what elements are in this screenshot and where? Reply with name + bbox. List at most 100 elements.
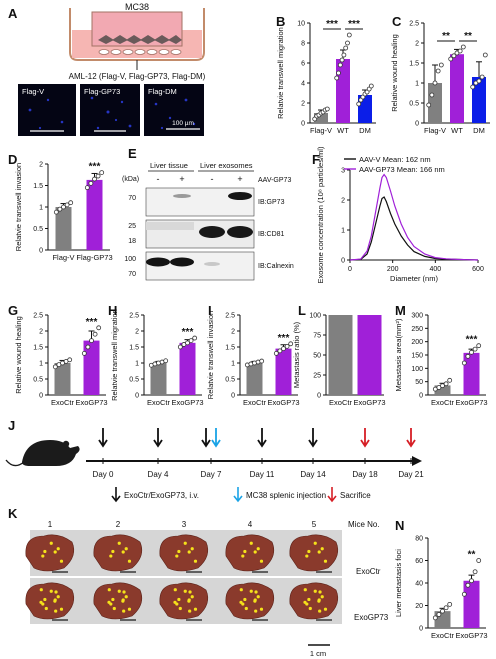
metastasis-marker bbox=[259, 559, 264, 563]
timeline-arrow-black bbox=[98, 428, 108, 448]
data-point bbox=[461, 360, 467, 366]
bar-exoctr bbox=[434, 385, 451, 395]
data-point bbox=[476, 558, 482, 563]
y-tick-label: 1.5 bbox=[225, 345, 235, 352]
bar-exogp73 bbox=[275, 348, 292, 395]
metastasis-marker bbox=[183, 589, 187, 593]
k-scale-bar-label: 1 cm bbox=[310, 649, 326, 658]
panel-letter-a: A bbox=[8, 6, 18, 21]
series-line-1 bbox=[349, 173, 479, 261]
data-point bbox=[356, 101, 362, 107]
y-tick-label: 50 bbox=[415, 379, 423, 386]
metastasis-marker bbox=[249, 541, 253, 545]
data-point bbox=[460, 44, 466, 50]
data-point bbox=[99, 170, 105, 176]
image-flag-dm bbox=[144, 84, 204, 136]
metastasis-marker bbox=[56, 547, 60, 551]
x-tick-label: 200 bbox=[387, 266, 399, 273]
legend-splenic-injection: MC38 splenic injection bbox=[246, 491, 326, 500]
metastasis-marker bbox=[303, 588, 307, 592]
panel-letter-e: E bbox=[128, 146, 137, 161]
marker-18-cd81: 18 bbox=[128, 238, 136, 245]
data-point bbox=[57, 206, 63, 212]
data-point bbox=[324, 106, 330, 112]
data-point bbox=[343, 45, 349, 51]
metastasis-marker bbox=[177, 549, 181, 554]
data-point bbox=[85, 344, 91, 350]
bar-flag-v bbox=[314, 113, 328, 123]
x-tick-label: DM bbox=[359, 126, 371, 135]
data-point bbox=[479, 74, 485, 80]
lane-sign-1: - bbox=[157, 174, 160, 184]
metastasis-marker bbox=[307, 549, 311, 554]
y-tick-label: 1 bbox=[39, 361, 43, 368]
panel-letter-j: J bbox=[8, 418, 15, 433]
bar-dm bbox=[472, 77, 486, 123]
data-point bbox=[337, 62, 343, 68]
data-point bbox=[435, 68, 441, 74]
x-tick-label: ExoCtr bbox=[243, 398, 266, 407]
y-tick-label: 0.5 bbox=[33, 377, 43, 384]
chart-c: C 0 0.5 1 1.5 2 2.5 Relative wound healing Flag-… bbox=[390, 14, 490, 135]
band-calnexin-lane1 bbox=[146, 257, 170, 267]
data-point bbox=[440, 383, 445, 389]
significance-label: ** bbox=[442, 31, 450, 42]
metastasis-marker bbox=[43, 549, 47, 554]
y-tick-label: 0 bbox=[415, 121, 419, 128]
significance-label: *** bbox=[326, 19, 338, 30]
x-tick-label: ExoCtr bbox=[51, 398, 74, 407]
x-tick-label: ExoGP73 bbox=[171, 398, 203, 407]
data-point bbox=[457, 48, 463, 54]
metastasis-marker bbox=[241, 554, 245, 558]
metastasis-marker bbox=[239, 588, 243, 592]
row-label-exogp73: ExoGP73 bbox=[354, 613, 389, 622]
x-tick-label: ExoGP73 bbox=[267, 398, 299, 407]
y-tick-label: 0 bbox=[39, 393, 43, 400]
legend-label-1: AAV-GP73 Mean: 166 nm bbox=[359, 165, 445, 174]
chart-n: N 0 20 40 60 80 Liver metastasis foci ExoCtr Exo… bbox=[394, 518, 488, 640]
x-tick-label: Flag-V bbox=[52, 253, 74, 262]
data-point bbox=[432, 615, 438, 621]
timeline-day-label: Day 21 bbox=[398, 470, 424, 479]
band-cd81-lane4 bbox=[227, 226, 253, 238]
data-point bbox=[476, 78, 482, 84]
panel-a: A MC38 AML-12 (Flag-V, Flag-GP73, Flag-D… bbox=[8, 2, 206, 136]
significance-label: *** bbox=[466, 335, 478, 346]
blot-label-cd81: IB:CD81 bbox=[258, 231, 285, 238]
data-point bbox=[443, 605, 449, 611]
data-point bbox=[61, 204, 66, 210]
liver-lobe bbox=[289, 534, 339, 572]
y-axis-label: Metastasis ratio (%) bbox=[292, 321, 301, 388]
metastasis-marker bbox=[193, 559, 198, 563]
mc38-label: MC38 bbox=[125, 2, 149, 12]
data-point bbox=[96, 325, 102, 331]
data-point bbox=[447, 377, 453, 383]
metastasis-marker bbox=[122, 609, 126, 613]
legend-blue-arrow bbox=[233, 487, 243, 503]
metastasis-marker bbox=[173, 588, 177, 592]
y-tick-label: 1 bbox=[415, 81, 419, 88]
metastasis-marker bbox=[59, 559, 64, 563]
data-point bbox=[259, 358, 265, 364]
metastasis-marker bbox=[178, 606, 182, 611]
data-point bbox=[177, 344, 183, 350]
data-point bbox=[341, 52, 347, 58]
y-tick-label: 0.5 bbox=[129, 377, 139, 384]
x-tick-label: ExoGP73 bbox=[455, 398, 487, 407]
legend-sacrifice: Sacrifice bbox=[340, 491, 371, 500]
data-point bbox=[448, 56, 454, 62]
timeline-day-label: Day 4 bbox=[148, 470, 169, 479]
chart-b: B 0 2 4 6 8 10 Relatvie transwell migration Flag… bbox=[276, 14, 376, 135]
metastasis-marker bbox=[188, 590, 192, 594]
data-point bbox=[68, 200, 74, 206]
metastasis-marker bbox=[317, 550, 321, 554]
y-tick-label: 0 bbox=[301, 121, 305, 128]
data-point bbox=[436, 612, 442, 617]
panel-letter-h: H bbox=[108, 303, 117, 318]
metastasis-marker bbox=[111, 597, 115, 602]
y-tick-label: 150 bbox=[411, 353, 423, 360]
data-point bbox=[465, 582, 471, 588]
bar-flag-v bbox=[55, 207, 72, 250]
bar-exoctr bbox=[54, 363, 71, 395]
